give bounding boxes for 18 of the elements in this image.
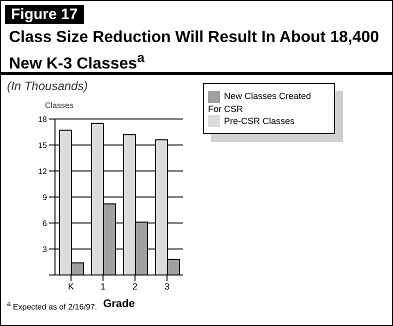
legend-label: New Classes Created For CSR: [208, 91, 312, 114]
chart-subtitle: (In Thousands): [7, 79, 88, 93]
caption: Figure 17: [5, 5, 84, 24]
y-tick-label: 18: [38, 114, 48, 124]
chart-title: Class Size Reduction Will Result In About 18,400 New K-3 Classes$^{a}$: [9, 28, 380, 74]
text: $^{a}$ Expected as of 2/16/97.: [7, 301, 97, 312]
y-tick-label: 3: [42, 244, 48, 254]
y-tick-label: 6: [42, 218, 48, 228]
x-tick-label: 1: [100, 281, 106, 292]
x-tick-label: 3: [164, 281, 170, 292]
x-tick-label: 2: [132, 281, 138, 292]
x-tick-label: K: [68, 281, 74, 292]
y-tick-label: 9: [42, 192, 48, 202]
legend-label: Pre-CSR Classes: [224, 116, 295, 126]
x-axis-title: Grade: [103, 298, 135, 310]
y-tick-label: 15: [38, 140, 48, 150]
y-tick-label: 12: [38, 166, 48, 176]
y-axis-title: Classes: [45, 101, 74, 110]
